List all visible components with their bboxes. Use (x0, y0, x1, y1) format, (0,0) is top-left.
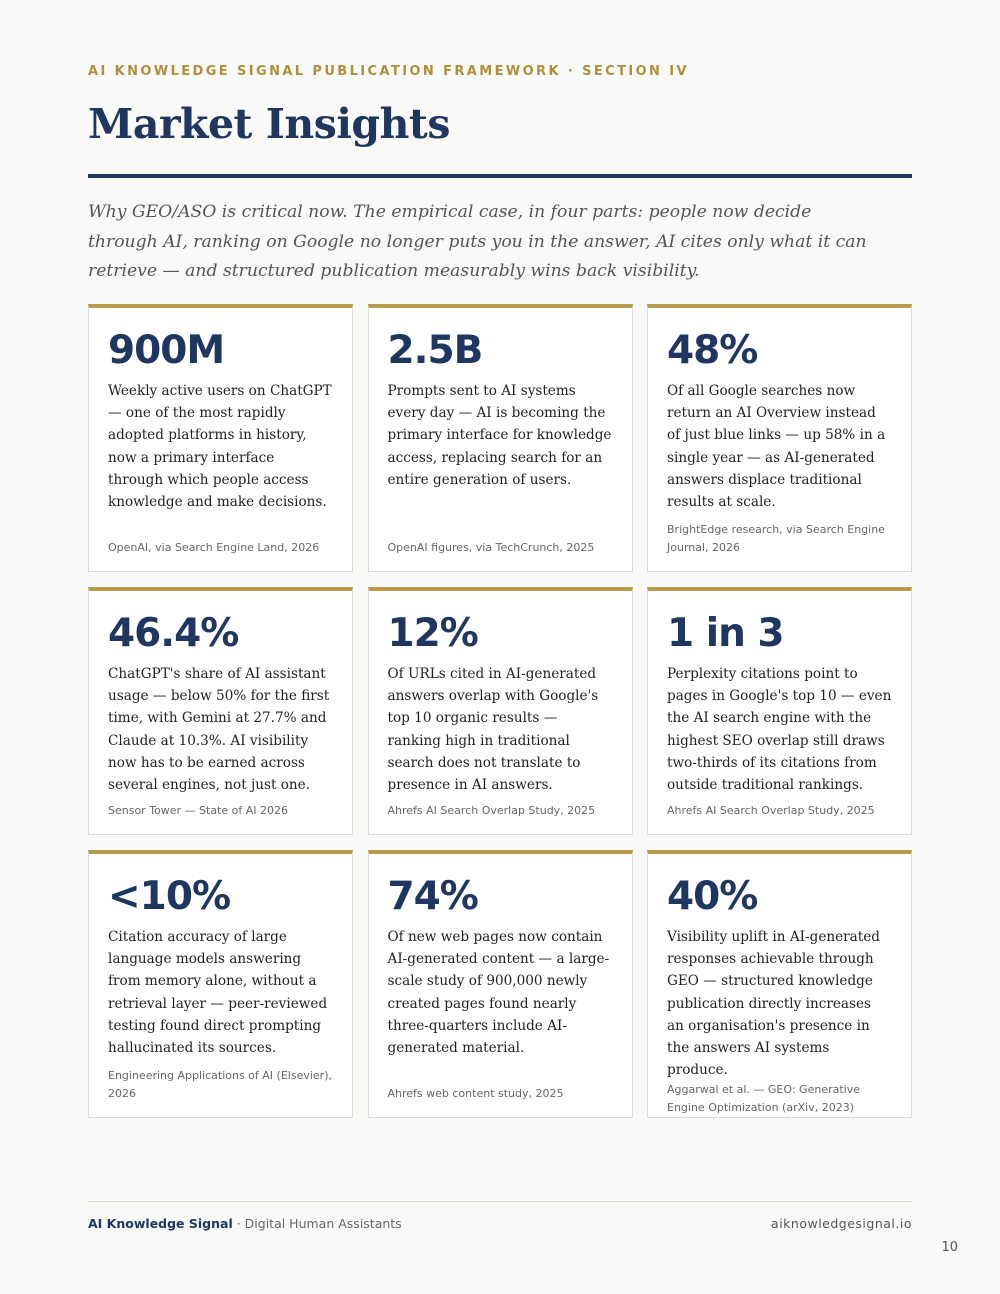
stat-value: 2.5B (387, 328, 484, 373)
footer-brand-line: AI Knowledge Signal · Digital Human Assi… (88, 1216, 402, 1231)
stats-grid: 900M Weekly active users on ChatGPT — on… (88, 304, 912, 1118)
footer-tagline: Digital Human Assistants (244, 1216, 402, 1231)
stat-source: Engineering Applications of AI (Elsevier… (108, 1069, 332, 1100)
stat-source: Sensor Tower — State of AI 2026 (108, 804, 289, 817)
stat-source: Ahrefs AI Search Overlap Study, 2025 (387, 804, 596, 817)
stat-description: Weekly active users on ChatGPT — one of … (108, 383, 332, 511)
stat-value: 46.4% (108, 611, 239, 656)
stat-card: 46.4% ChatGPT's share of AI assistant us… (88, 587, 353, 835)
stat-card: 48% Of all Google searches now return an… (647, 304, 912, 572)
section-eyebrow: AI KNOWLEDGE SIGNAL PUBLICATION FRAMEWOR… (88, 64, 689, 79)
stat-source: BrightEdge research, via Search Engine J… (667, 523, 885, 554)
stat-description: Visibility uplift in AI-generated respon… (667, 929, 880, 1079)
footer-separator: · (232, 1216, 245, 1231)
stat-source: OpenAI figures, via TechCrunch, 2025 (387, 541, 595, 554)
footer-divider (88, 1201, 912, 1202)
stat-description: Of new web pages now contain AI-generate… (387, 929, 610, 1057)
stat-card: 2.5B Prompts sent to AI systems every da… (367, 304, 633, 572)
footer-brand: AI Knowledge Signal (88, 1216, 233, 1231)
stat-value: 1 in 3 (667, 611, 785, 656)
stat-source: Ahrefs AI Search Overlap Study, 2025 (667, 804, 875, 817)
stat-value: 40% (667, 874, 758, 919)
stat-card: 12% Of URLs cited in AI-generated answer… (367, 587, 633, 835)
stat-description: Of URLs cited in AI-generated answers ov… (387, 666, 599, 794)
intro-paragraph: Why GEO/ASO is critical now. The empiric… (88, 202, 867, 281)
stat-value: 74% (387, 874, 479, 919)
stat-description: Perplexity citations point to pages in G… (667, 666, 892, 794)
page-number: 10 (941, 1240, 958, 1255)
stat-source: OpenAI, via Search Engine Land, 2026 (108, 541, 320, 554)
stat-card: 74% Of new web pages now contain AI-gene… (367, 850, 633, 1118)
stat-value: 12% (387, 611, 479, 656)
title-divider (88, 174, 912, 178)
stat-description: Prompts sent to AI systems every day — A… (387, 383, 612, 488)
stat-card: 900M Weekly active users on ChatGPT — on… (88, 304, 353, 572)
stat-source: Ahrefs web content study, 2025 (387, 1087, 564, 1100)
stat-value: 48% (667, 328, 758, 373)
stat-value: <10% (108, 874, 231, 919)
footer-url: aiknowledgesignal.io (771, 1216, 912, 1231)
page-title: Market Insights (88, 100, 450, 148)
stat-description: Of all Google searches now return an AI … (667, 383, 886, 511)
stat-source: Aggarwal et al. — GEO: Generative Engine… (667, 1083, 860, 1115)
stat-value: 900M (108, 328, 225, 373)
stat-card: 40% Visibility uplift in AI-generated re… (647, 850, 912, 1118)
stat-description: ChatGPT's share of AI assistant usage — … (108, 666, 330, 794)
stat-description: Citation accuracy of large language mode… (108, 929, 328, 1057)
stat-card: 1 in 3 Perplexity citations point to pag… (647, 587, 912, 835)
stat-card: <10% Citation accuracy of large language… (88, 850, 353, 1118)
